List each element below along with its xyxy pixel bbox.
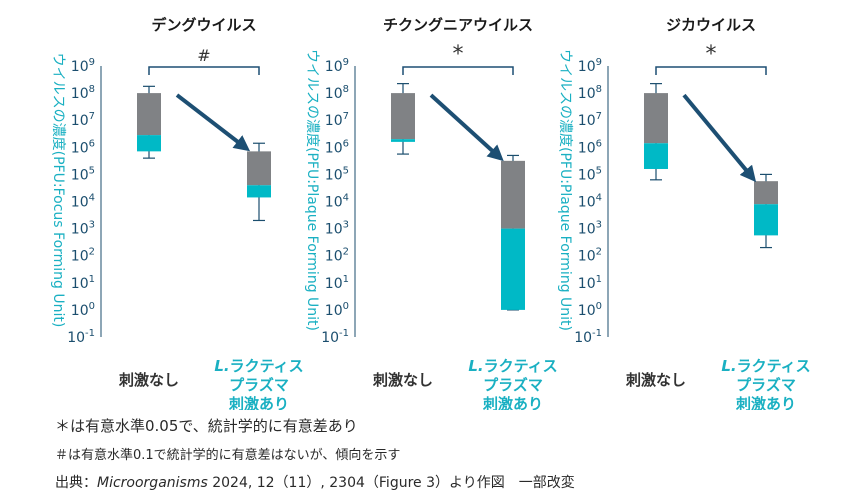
box-control [391,83,415,155]
y-tick-label: 102 [71,247,95,265]
box-treated [501,154,525,311]
y-tick-label: 106 [325,138,349,156]
box-lower-quartile [391,139,415,142]
box-lower-quartile [137,135,161,152]
category-label-treated: L.ラクティス [721,357,810,375]
y-tick-label: 10-1 [67,328,95,346]
category-label-treated: 刺激あり [736,395,796,410]
significance-bracket [148,66,260,75]
y-tick-label: 109 [71,57,95,75]
y-tick-label: 101 [71,274,95,292]
y-tick-label: 102 [325,247,349,265]
y-tick-label: 100 [578,301,602,319]
box-lower-quartile [754,204,778,236]
y-tick-label: 109 [325,57,349,75]
category-label-treated: L.ラクティス [468,357,557,375]
y-tick-label: 107 [578,111,602,129]
box-treated [247,142,271,222]
significance-note-asterisk: ＊は有意水準0.05で、統計学的に有意差あり [55,417,358,435]
y-tick-label: 108 [71,84,95,102]
chart-title: ジカウイルス [666,16,756,34]
category-label-treated: プラズマ [736,376,796,394]
y-axis-label: ウイルスの濃度(PFU:Focus Forming Unit) [50,53,66,328]
category-label-treated: プラズマ [229,376,289,394]
box-upper-quartile [247,151,271,186]
y-tick-label: 102 [578,247,602,265]
category-label-treated: 刺激あり [229,395,289,410]
box-control [644,83,668,181]
box-treated [754,173,778,249]
box-upper-quartile [754,181,778,205]
y-axis-label: ウイルスの濃度(PFU:Plaque Forming Unit) [557,49,573,331]
category-label-treated: プラズマ [483,376,543,394]
y-tick-label: 101 [325,274,349,292]
y-tick-label: 103 [71,220,95,238]
chart-title: デングウイルス [151,16,256,34]
box-upper-quartile [501,160,525,229]
significance-marker: * [453,42,464,67]
y-tick-label: 100 [325,301,349,319]
source-journal: Microorganisms [97,475,208,491]
category-label-treated: L.ラクティス [214,357,303,375]
source-details: 2024, 12（11）, 2304（Figure 3）より作図 一部改変 [207,475,575,491]
trend-arrow [429,93,504,162]
box-lower-quartile [501,228,525,310]
y-tick-label: 10-1 [574,328,602,346]
significance-bracket [655,66,767,75]
y-tick-label: 106 [578,138,602,156]
box-upper-quartile [644,93,668,144]
box-lower-quartile [247,185,271,198]
trend-arrow [682,93,757,183]
y-tick-label: 108 [578,84,602,102]
y-tick-label: 103 [325,220,349,238]
significance-note-hash: ＃は有意水準0.1で統計学的に有意差はないが、傾向を示す [55,448,401,463]
box-control [137,85,161,159]
source-citation: 出典：Microorganisms 2024, 12（11）, 2304（Fig… [55,472,575,492]
y-tick-label: 105 [325,165,349,183]
significance-marker: # [197,46,210,65]
y-tick-label: 105 [578,165,602,183]
category-label-control: 刺激なし [373,371,433,389]
y-tick-label: 106 [71,138,95,156]
y-tick-label: 109 [578,57,602,75]
source-prefix: 出典： [55,475,97,491]
y-tick-label: 101 [578,274,602,292]
trend-arrow [175,93,251,152]
category-label-control: 刺激なし [626,371,686,389]
y-tick-label: 104 [71,193,95,211]
y-tick-label: 108 [325,84,349,102]
category-label-control: 刺激なし [119,371,179,389]
significance-bracket [402,66,514,75]
y-tick-label: 107 [325,111,349,129]
category-label-treated: 刺激あり [483,395,543,410]
y-tick-label: 103 [578,220,602,238]
significance-marker: * [706,42,717,67]
y-tick-label: 104 [578,193,602,211]
y-axis-label: ウイルスの濃度(PFU:Plaque Forming Unit) [304,49,320,331]
y-tick-label: 105 [71,165,95,183]
box-lower-quartile [644,143,668,169]
box-upper-quartile [391,93,415,140]
y-tick-label: 100 [71,301,95,319]
y-tick-label: 104 [325,193,349,211]
chart-title: チクングニアウイルス [383,16,533,34]
box-upper-quartile [137,93,161,136]
y-tick-label: 107 [71,111,95,129]
y-tick-label: 10-1 [321,328,349,346]
